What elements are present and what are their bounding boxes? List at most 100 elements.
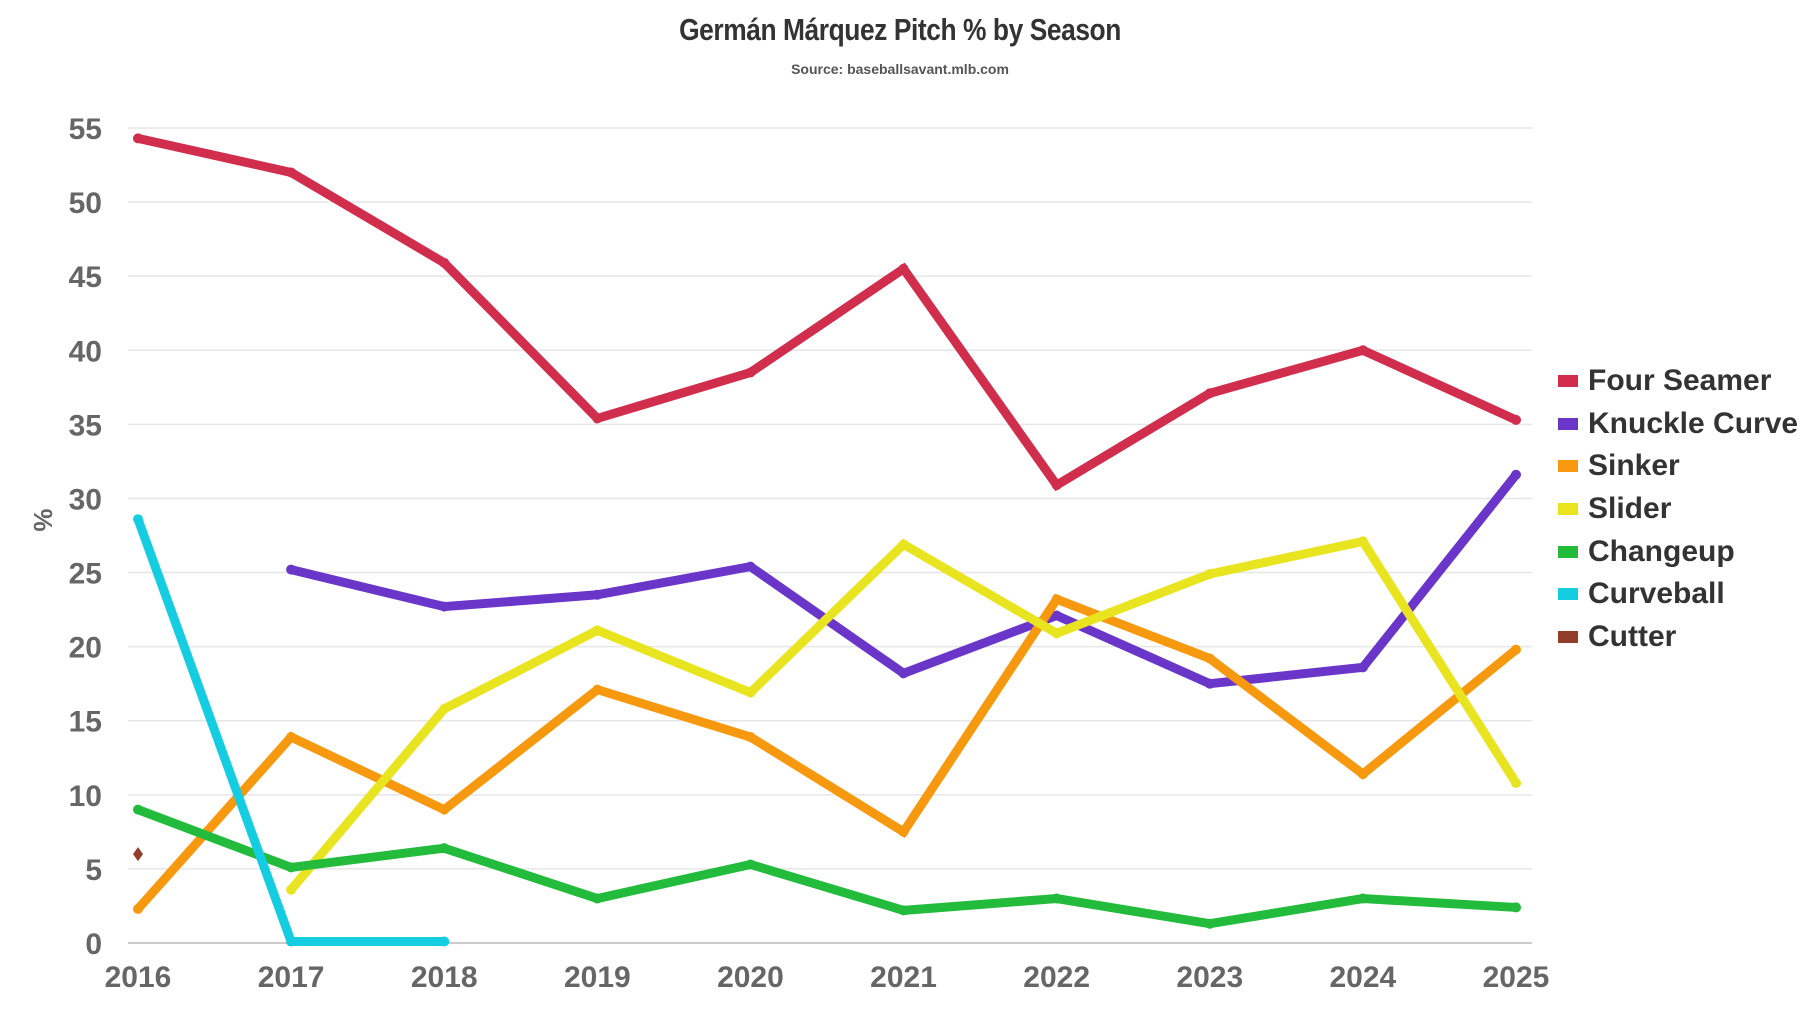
series-line-curveball [133,514,449,947]
data-point-knuckle-curve [745,561,756,572]
data-point-slider [1051,628,1062,639]
data-point-four-seamer [439,257,450,268]
x-tick-label: 2021 [870,961,937,994]
legend-item-slider[interactable]: Slider [1558,488,1798,531]
data-point-changeup [1204,918,1215,929]
data-point-changeup [592,893,603,904]
legend-label: Four Seamer [1588,364,1772,398]
y-tick-label: 5 [85,854,102,887]
data-point-slider [439,703,450,714]
legend-item-curveball[interactable]: Curveball [1558,573,1798,616]
data-point-sinker [1511,644,1521,655]
y-tick-label: 45 [69,261,102,294]
series-line-sinker [133,593,1521,914]
data-point-changeup [1357,893,1368,904]
data-point-knuckle-curve [898,668,909,679]
x-tick-label: 2022 [1023,961,1090,994]
legend-swatch [1558,588,1578,601]
y-axis-label: % [28,508,58,531]
data-point-slider [1357,536,1368,547]
y-tick-label: 40 [69,335,102,368]
legend-item-sinker[interactable]: Sinker [1558,445,1798,488]
data-point-curveball [286,936,297,947]
legend: Four Seamer Knuckle Curve Sinker Slider Chan… [1558,360,1798,658]
x-tick-label: 2023 [1176,961,1243,994]
data-point-sinker [286,732,297,743]
series-line-knuckle-curve [286,470,1521,689]
data-point-changeup [286,862,297,873]
legend-item-knuckle-curve[interactable]: Knuckle Curve [1558,403,1798,446]
series-line-changeup [133,805,1521,929]
data-point-four-seamer [286,167,297,178]
legend-swatch [1558,503,1578,516]
legend-item-changeup[interactable]: Changeup [1558,530,1798,573]
data-point-slider [898,539,909,550]
data-point-curveball [439,936,450,947]
data-point-sinker [439,804,450,815]
data-point-slider [745,687,756,698]
series-line-four-seamer [133,133,1521,492]
data-point-four-seamer [133,133,143,144]
legend-item-cutter[interactable]: Cutter [1558,616,1798,659]
data-point-sinker [592,684,603,695]
y-tick-label: 10 [69,780,102,813]
data-point-knuckle-curve [1051,610,1062,621]
data-point-knuckle-curve [1357,662,1368,673]
y-tick-label: 50 [69,187,102,220]
data-point-changeup [898,905,909,916]
legend-swatch [1558,630,1578,643]
data-point-four-seamer [1511,414,1521,425]
y-tick-label: 55 [69,113,102,146]
data-point-sinker [133,903,143,914]
x-tick-label: 2016 [105,961,172,994]
data-point-knuckle-curve [592,589,603,600]
data-point-sinker [898,826,909,837]
x-tick-label: 2024 [1330,961,1397,994]
data-point-changeup [745,859,756,870]
x-tick-label: 2019 [564,961,631,994]
legend-swatch [1558,460,1578,473]
data-point-sinker [1357,769,1368,780]
y-tick-label: 15 [69,706,102,739]
data-point-changeup [439,843,450,854]
data-point-sinker [745,732,756,743]
data-point-changeup [133,804,143,815]
legend-label: Cutter [1588,619,1677,653]
data-point-sinker [1051,594,1062,605]
legend-swatch [1558,417,1578,430]
chart-subtitle: Source: baseballsavant.mlb.com [791,61,1009,77]
x-tick-label: 2020 [717,961,784,994]
series-line-slider [286,536,1521,895]
data-point-knuckle-curve [439,601,450,612]
data-point-four-seamer [745,367,756,378]
y-tick-label: 20 [69,632,102,665]
data-point-cutter [133,847,143,862]
legend-label: Curveball [1588,577,1725,611]
data-point-four-seamer [1204,388,1215,399]
y-tick-label: 0 [85,928,102,961]
legend-label: Slider [1588,492,1672,526]
legend-label: Changeup [1588,534,1735,568]
data-point-slider [592,625,603,636]
x-tick-label: 2018 [411,961,478,994]
data-point-four-seamer [1357,345,1368,356]
data-point-knuckle-curve [1204,678,1215,689]
legend-label: Knuckle Curve [1588,406,1799,440]
data-point-knuckle-curve [1511,469,1521,480]
legend-item-four-seamer[interactable]: Four Seamer [1558,360,1798,403]
data-point-slider [286,884,297,895]
legend-label: Sinker [1588,449,1680,483]
data-point-slider [1204,569,1215,580]
data-point-slider [1511,777,1521,788]
y-tick-label: 35 [69,409,102,442]
y-tick-label: 30 [69,483,102,516]
data-point-changeup [1051,893,1062,904]
data-point-four-seamer [1051,480,1062,491]
data-point-curveball [133,514,143,525]
legend-swatch [1558,545,1578,558]
legend-swatch [1558,375,1578,388]
y-tick-label: 25 [69,558,102,591]
data-point-knuckle-curve [286,564,297,575]
data-point-changeup [1511,902,1521,913]
